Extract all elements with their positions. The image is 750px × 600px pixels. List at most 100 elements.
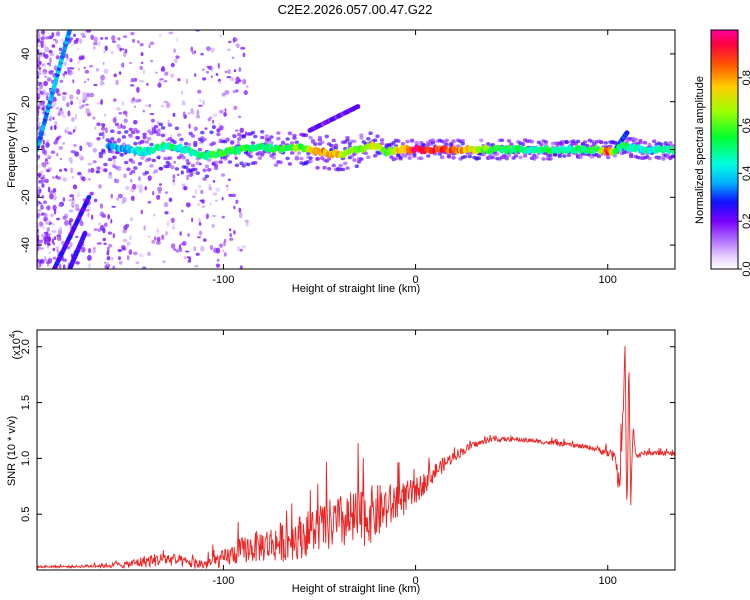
noise-speckle [238,115,242,119]
noise-speckle [173,160,177,164]
noise-speckle [155,71,158,74]
noise-speckle [78,56,83,61]
noise-speckle [138,253,144,258]
halo-cell [144,140,150,144]
noise-speckle [51,44,56,48]
halo-cell [165,164,170,169]
halo-cell [426,154,431,158]
halo-cell [352,152,357,156]
noise-speckle [147,235,151,238]
halo-cell [451,156,456,160]
halo-cell [246,162,251,167]
colorbar-tick-label: 0.0 [741,261,750,276]
noise-speckle [139,65,143,70]
noise-speckle [147,200,152,204]
halo-cell [100,123,106,127]
noise-speckle [67,66,70,73]
noise-speckle [170,243,176,249]
halo-cell [582,140,588,144]
noise-speckle [111,40,117,43]
snr-y-tick-label: 2.0 [20,339,32,354]
halo-cell [320,140,325,145]
noise-speckle [156,236,161,243]
colorbar-scale [710,29,739,270]
noise-speckle [41,195,45,199]
noise-speckle [118,71,122,75]
noise-speckle [199,99,202,102]
noise-speckle [125,223,130,228]
noise-speckle [51,176,56,179]
halo-cell [670,154,675,159]
noise-speckle [188,112,191,115]
noise-speckle [137,184,142,189]
halo-cell [294,140,299,145]
noise-speckle [48,49,53,54]
noise-speckle [45,36,50,40]
spectrogram-ridge [105,141,675,161]
noise-speckle [47,186,51,193]
noise-speckle [43,80,48,87]
noise-speckle [100,99,103,105]
halo-cell [430,141,436,145]
noise-speckle [56,217,60,221]
halo-cell [213,163,219,168]
noise-speckle [75,235,79,238]
noise-speckle [198,222,202,226]
halo-cell [193,140,198,145]
noise-speckle [46,62,51,65]
noise-speckle [44,54,49,59]
noise-speckle [57,176,62,180]
halo-cell [315,166,320,170]
noise-speckle [215,73,219,76]
noise-speckle [170,62,175,68]
noise-speckle [174,58,178,64]
colorbar-tick-label: 0.2 [741,214,750,229]
noise-speckle [230,77,235,82]
noise-speckle [62,215,67,220]
noise-speckle [188,123,191,129]
halo-cell [130,160,136,164]
noise-speckle [239,127,244,133]
noise-speckle [106,250,110,256]
halo-cell [299,156,304,161]
halo-cell [130,130,136,135]
noise-speckle [210,47,215,53]
halo-cell [292,133,297,138]
noise-speckle [163,80,168,83]
noise-speckle [133,105,136,108]
noise-speckle [121,245,126,250]
halo-cell [121,125,127,129]
noise-speckle [59,168,63,172]
noise-speckle [37,164,41,168]
noise-speckle [62,115,67,118]
halo-cell [345,166,350,170]
noise-speckle [172,223,175,228]
halo-cell [216,132,221,137]
halo-cell [98,132,104,137]
noise-speckle [175,249,180,253]
noise-speckle [144,186,148,191]
noise-speckle [216,258,220,262]
halo-cell [195,171,200,175]
halo-cell [292,136,297,140]
noise-speckle [221,196,224,201]
noise-speckle [78,99,82,105]
noise-speckle [80,32,86,36]
halo-cell [153,169,159,173]
noise-speckle [79,105,83,110]
noise-speckle [210,65,214,72]
noise-speckle [165,102,171,109]
halo-cell [260,130,265,134]
noise-speckle [194,73,197,77]
noise-speckle [45,231,49,237]
noise-speckle [53,101,57,106]
halo-cell [444,142,449,147]
halo-cell [137,161,143,166]
noise-speckle [93,83,98,87]
noise-speckle [115,79,119,86]
noise-speckle [97,228,101,233]
noise-speckle [78,154,82,160]
halo-cell [564,139,569,144]
noise-speckle [217,81,222,84]
halo-cell [260,135,265,140]
